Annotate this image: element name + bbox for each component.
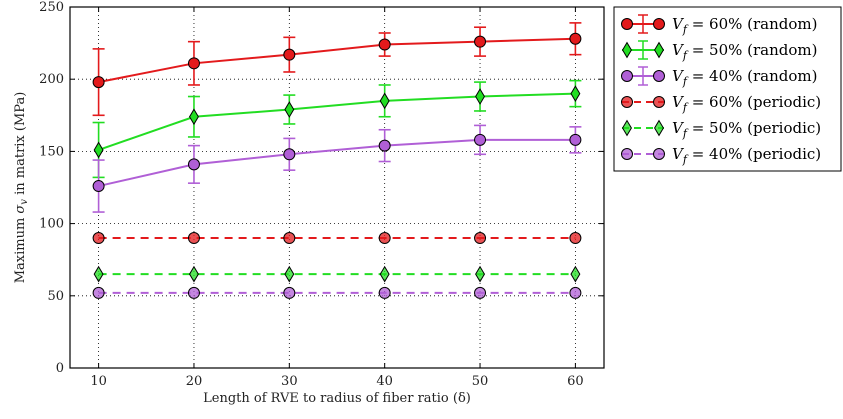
legend-label: Vf = 60% (random): [672, 15, 817, 36]
data-point: [187, 158, 200, 171]
legend-marker: [653, 18, 665, 30]
data-point: [378, 286, 391, 299]
x-tick-label: 10: [90, 374, 107, 389]
data-point: [284, 265, 295, 283]
legend-label: Vf = 60% (periodic): [672, 93, 821, 114]
x-tick-label: 20: [186, 374, 203, 389]
series-line: [98, 138, 576, 188]
legend-label: Vf = 40% (random): [672, 67, 817, 88]
data-point: [92, 232, 105, 245]
legend-entry: Vf = 40% (periodic): [621, 145, 821, 166]
data-point: [283, 286, 296, 299]
data-point: [92, 286, 105, 299]
legend-entry: Vf = 60% (random): [621, 14, 817, 36]
data-point: [92, 76, 105, 89]
series-6: [92, 286, 582, 299]
data-point: [569, 32, 582, 45]
x-tick-label: 30: [281, 374, 298, 389]
legend-marker: [621, 148, 633, 160]
data-point: [379, 265, 390, 283]
series-4: [92, 232, 582, 245]
data-point: [187, 232, 200, 245]
data-point: [93, 141, 104, 159]
legend-label: Vf = 50% (periodic): [672, 119, 821, 140]
data-point: [284, 101, 295, 118]
x-tick-label: 60: [567, 374, 584, 389]
data-point: [569, 286, 582, 299]
legend-marker: [622, 41, 632, 59]
legend-marker: [621, 18, 633, 30]
legend-entry: Vf = 50% (periodic): [622, 119, 821, 140]
plot-frame: [69, 6, 605, 369]
grid: [70, 6, 604, 369]
legend-entry: Vf = 40% (random): [621, 66, 817, 88]
data-point: [474, 232, 487, 245]
y-tick-label: 0: [56, 361, 64, 376]
legend-marker: [622, 119, 632, 137]
axes: 10 20 30 40 50 60 0 50 100 150 200 250: [39, 0, 605, 389]
x-tick-label: 40: [376, 374, 393, 389]
y-axis-label: Maximum σv in matrix (MPa): [13, 92, 30, 284]
y-tick-label: 150: [39, 144, 64, 159]
data-point: [92, 180, 105, 193]
legend-marker: [654, 119, 664, 137]
data-point: [187, 286, 200, 299]
legend-marker: [621, 70, 633, 82]
data-point: [474, 35, 487, 48]
data-point: [283, 48, 296, 61]
data-point: [475, 265, 486, 283]
x-axis-label: Length of RVE to radius of fiber ratio (…: [203, 391, 471, 406]
x-tick-label: 50: [472, 374, 489, 389]
series-3: [92, 124, 582, 213]
series-5: [93, 265, 581, 283]
data-point: [569, 133, 582, 146]
y-tick-label: 50: [47, 289, 64, 304]
series-2: [92, 79, 582, 179]
data-point: [283, 232, 296, 245]
series-layer: [92, 22, 582, 299]
legend: Vf = 60% (random) Vf = 50% (random) Vf = 4…: [613, 6, 842, 172]
data-point: [474, 286, 487, 299]
legend-marker: [653, 96, 665, 108]
legend-label: Vf = 50% (random): [672, 41, 817, 62]
legend-entry: Vf = 60% (periodic): [621, 93, 821, 114]
data-point: [570, 265, 581, 283]
y-tick-label: 200: [39, 72, 64, 87]
legend-marker: [653, 148, 665, 160]
data-point: [475, 88, 486, 105]
data-point: [378, 38, 391, 51]
series-line: [98, 37, 576, 84]
data-point: [379, 92, 390, 110]
y-tick-label: 100: [39, 217, 64, 232]
data-point: [378, 139, 391, 152]
y-tick-label: 250: [39, 0, 64, 15]
legend-box: [613, 6, 842, 172]
data-point: [569, 232, 582, 245]
data-point: [188, 265, 199, 283]
data-point: [378, 232, 391, 245]
data-point: [187, 57, 200, 70]
legend-entry: Vf = 50% (random): [622, 40, 817, 62]
data-point: [474, 133, 487, 146]
data-point: [188, 108, 199, 126]
legend-marker: [621, 96, 633, 108]
series-line: [98, 92, 576, 151]
data-point: [283, 148, 296, 161]
legend-label: Vf = 40% (periodic): [672, 145, 821, 166]
data-point: [93, 265, 104, 283]
data-point: [570, 85, 581, 103]
legend-marker: [653, 70, 665, 82]
legend-marker: [654, 41, 664, 59]
series-1: [92, 22, 582, 117]
